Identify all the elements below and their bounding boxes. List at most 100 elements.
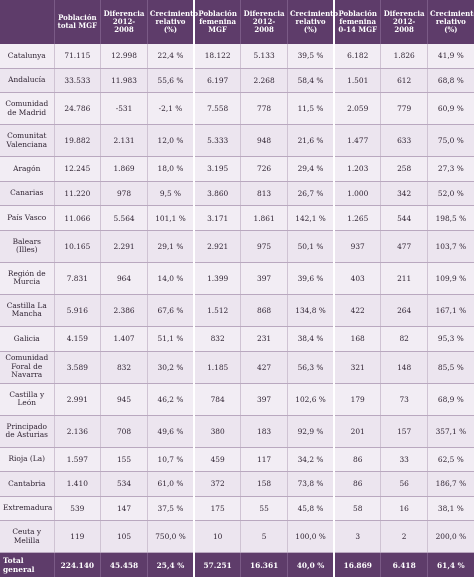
table-cell: 56	[381, 472, 428, 497]
region-name: Cantabria	[0, 472, 54, 497]
table-cell: 975	[241, 230, 288, 262]
table-cell: 179	[334, 383, 381, 415]
region-name: Comunidad Foral de Navarra	[0, 351, 54, 383]
table-cell: 12,0 %	[147, 125, 194, 157]
table-cell: 3.195	[194, 157, 241, 182]
table-cell: 16	[381, 496, 428, 521]
table-cell: 948	[241, 125, 288, 157]
table-cell: 539	[54, 496, 101, 521]
region-name: Comunitat Valenciana	[0, 125, 54, 157]
table-cell: 3.860	[194, 181, 241, 206]
table-cell: 147	[101, 496, 148, 521]
table-cell: 101,1 %	[147, 206, 194, 231]
table-cell: 24.786	[54, 93, 101, 125]
table-cell: 11,5 %	[287, 93, 334, 125]
column-header: Diferencia 2012-2008	[241, 0, 288, 44]
table-cell: 868	[241, 294, 288, 326]
column-header: Diferencia 2012-2008	[101, 0, 148, 44]
table-cell: 750,0 %	[147, 521, 194, 553]
region-name: Galicia	[0, 326, 54, 351]
total-cell: 6.418	[381, 553, 428, 577]
table-cell: 7.831	[54, 262, 101, 294]
table-cell: 2.131	[101, 125, 148, 157]
table-cell: 29,4 %	[287, 157, 334, 182]
table-cell: 477	[381, 230, 428, 262]
table-cell: 1.399	[194, 262, 241, 294]
table-cell: 100,0 %	[287, 521, 334, 553]
table-cell: 5.133	[241, 44, 288, 68]
total-cell: 61,4 %	[428, 553, 474, 577]
table-cell: 14,0 %	[147, 262, 194, 294]
table-cell: 5.333	[194, 125, 241, 157]
table-cell: 67,6 %	[147, 294, 194, 326]
table-cell: 22,4 %	[147, 44, 194, 68]
table-cell: 1.861	[241, 206, 288, 231]
table-cell: 119	[54, 521, 101, 553]
table-cell: 779	[381, 93, 428, 125]
column-header: Diferencia 2012-2008	[381, 0, 428, 44]
table-cell: 58,4 %	[287, 68, 334, 93]
table-cell: 964	[101, 262, 148, 294]
table-cell: 73,8 %	[287, 472, 334, 497]
table-cell: 726	[241, 157, 288, 182]
total-cell: 57.251	[194, 553, 241, 577]
table-cell: 2.991	[54, 383, 101, 415]
region-name: Castilla y León	[0, 383, 54, 415]
table-cell: 258	[381, 157, 428, 182]
table-cell: 9,5 %	[147, 181, 194, 206]
table-cell: 19.882	[54, 125, 101, 157]
table-cell: 5.916	[54, 294, 101, 326]
table-cell: 60,9 %	[428, 93, 474, 125]
table-cell: 49,6 %	[147, 415, 194, 447]
table-cell: 186,7 %	[428, 472, 474, 497]
table-cell: 55	[241, 496, 288, 521]
table-cell: 1.512	[194, 294, 241, 326]
table-cell: 52,0 %	[428, 181, 474, 206]
table-cell: 342	[381, 181, 428, 206]
table-cell: 12.998	[101, 44, 148, 68]
region-name: Catalunya	[0, 44, 54, 68]
table-cell: 11.983	[101, 68, 148, 93]
table-cell: 86	[334, 447, 381, 472]
table-cell: 1.185	[194, 351, 241, 383]
region-name: Canarias	[0, 181, 54, 206]
column-header: Población femenina MGF	[194, 0, 241, 44]
table-cell: 5.564	[101, 206, 148, 231]
table-cell: 198,5 %	[428, 206, 474, 231]
table-cell: -2,1 %	[147, 93, 194, 125]
table-cell: 109,9 %	[428, 262, 474, 294]
table-cell: 175	[194, 496, 241, 521]
table-cell: 778	[241, 93, 288, 125]
table-cell: 92,9 %	[287, 415, 334, 447]
table-cell: 10	[194, 521, 241, 553]
table-cell: 39,6 %	[287, 262, 334, 294]
table-cell: 157	[381, 415, 428, 447]
table-cell: 5	[241, 521, 288, 553]
table-cell: 1.000	[334, 181, 381, 206]
table-cell: 321	[334, 351, 381, 383]
table-cell: 61,0 %	[147, 472, 194, 497]
table-cell: 11.066	[54, 206, 101, 231]
table-cell: 95,3 %	[428, 326, 474, 351]
table-cell: 86	[334, 472, 381, 497]
table-cell: 357,1 %	[428, 415, 474, 447]
total-label: Total general	[0, 553, 54, 577]
table-cell: 6.197	[194, 68, 241, 93]
table-cell: 50,1 %	[287, 230, 334, 262]
table-cell: 4.159	[54, 326, 101, 351]
region-name: Aragón	[0, 157, 54, 182]
table-cell: 33	[381, 447, 428, 472]
table-cell: 945	[101, 383, 148, 415]
table-cell: 102,6 %	[287, 383, 334, 415]
total-cell: 40,0 %	[287, 553, 334, 577]
